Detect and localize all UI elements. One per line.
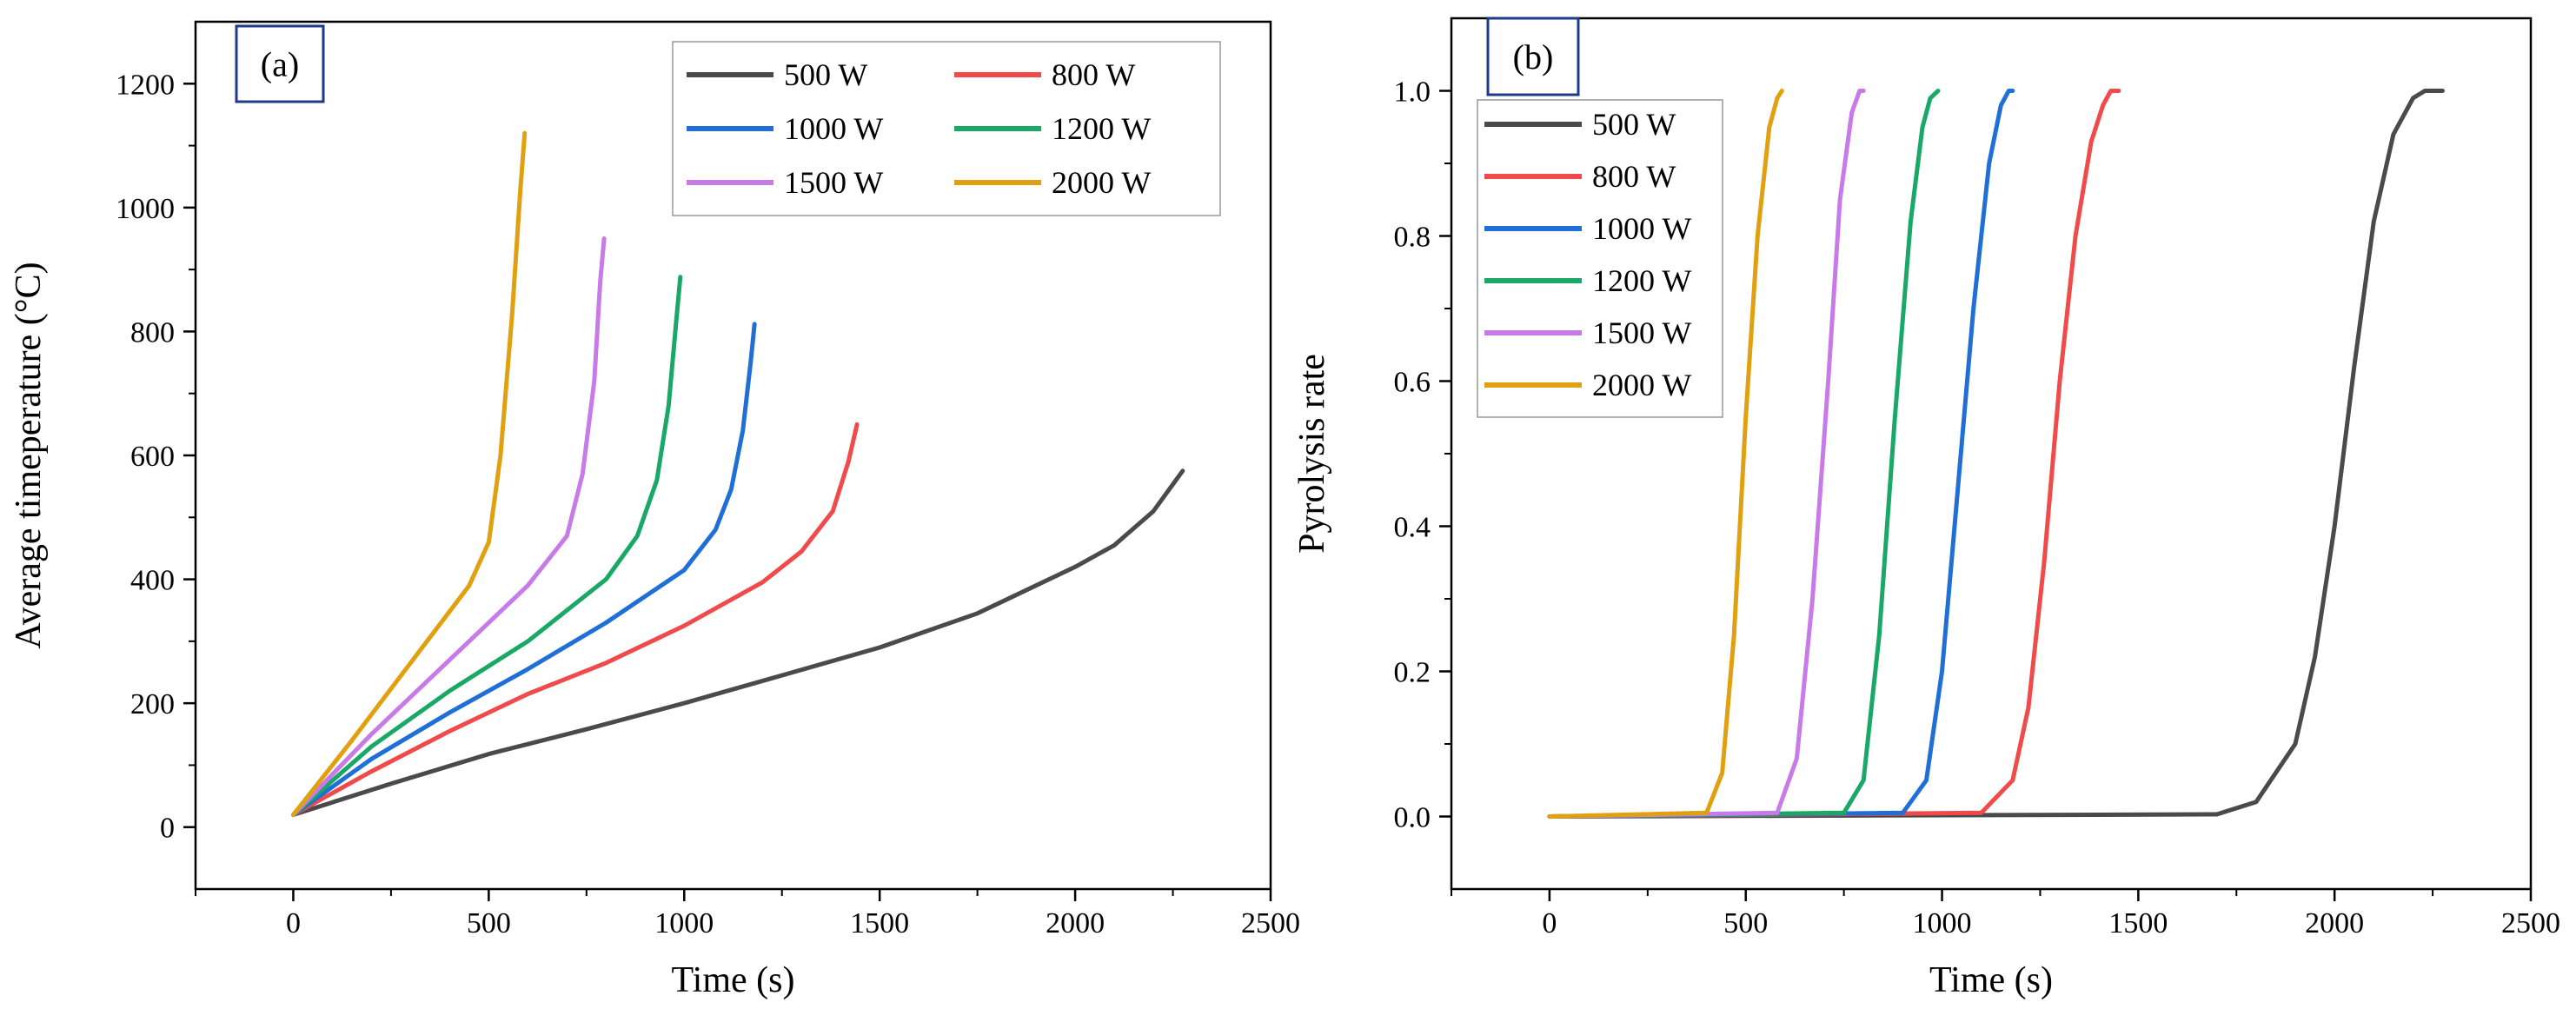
x-axis-label: Time (s) <box>672 960 795 1000</box>
x-tick-label: 2000 <box>2305 907 2364 939</box>
y-tick-label: 1200 <box>116 69 175 101</box>
x-tick-label: 500 <box>467 907 511 939</box>
series-line-2000-w <box>1547 89 1784 819</box>
legend-label-800-w: 800 W <box>1592 159 1676 194</box>
y-tick-label: 0.8 <box>1394 222 1431 254</box>
series-line-800-w <box>1547 89 2121 819</box>
legend-label-2000-w: 2000 W <box>1592 368 1691 402</box>
series-line-500-w <box>291 468 1185 817</box>
chart-panel-b: 0 500 1000 1500 2000 2500 0.0 0.2 0.4 0.6 0.8 1.0 Ti… <box>1292 17 2560 1000</box>
series-line-500-w <box>1547 89 2445 819</box>
y-tick-label: 0 <box>160 813 175 845</box>
y-tick-label: 600 <box>130 441 175 473</box>
legend-label-1000-w: 1000 W <box>1592 211 1691 246</box>
y-axis-label: Average timeperature (°C) <box>9 262 49 648</box>
y-axis-label: Pyrolysis rate <box>1292 354 1332 554</box>
legend-label-1000-w: 1000 W <box>784 111 883 146</box>
y-tick-label: 1.0 <box>1394 76 1431 109</box>
x-tick-label: 1000 <box>1913 907 1972 939</box>
x-tick-label: 1500 <box>2108 907 2168 939</box>
series-line-1500-w <box>1547 89 1866 819</box>
series-line-800-w <box>291 422 860 817</box>
x-tick-label: 500 <box>1723 907 1768 939</box>
legend-box <box>1477 99 1723 418</box>
y-tick-label: 400 <box>130 565 175 597</box>
legend-label-2000-w: 2000 W <box>1052 165 1151 200</box>
x-tick-label: 2500 <box>1241 907 1300 939</box>
x-tick-label: 1500 <box>850 907 909 939</box>
chart-panel-a: 0 500 1000 1500 2000 2500 0 200 400 600 800 1000 120… <box>9 20 1300 1000</box>
legend-label-1500-w: 1500 W <box>784 165 883 200</box>
legend-label-1200-w: 1200 W <box>1052 111 1151 146</box>
series-line-1200-w <box>291 275 683 817</box>
panel-label-box <box>235 24 325 103</box>
x-tick-label: 2000 <box>1046 907 1105 939</box>
y-tick-label: 0.4 <box>1394 512 1431 544</box>
x-tick-label: 2500 <box>2501 907 2560 939</box>
x-tick-label: 0 <box>286 907 301 939</box>
series-line-1000-w <box>291 322 757 817</box>
series-line-1000-w <box>1547 89 2015 819</box>
y-tick-label: 0.6 <box>1394 367 1431 399</box>
panel-label: (a) <box>261 45 299 84</box>
y-tick-label: 0.0 <box>1394 802 1431 834</box>
legend: 500 W 800 W 1000 W 1200 W 1500 W 2000 W <box>1477 99 1723 418</box>
x-tick-label: 0 <box>1542 907 1557 939</box>
series-group <box>1547 89 2445 819</box>
x-tick-label: 1000 <box>654 907 714 939</box>
legend-label-500-w: 500 W <box>784 57 867 92</box>
legend-label-1500-w: 1500 W <box>1592 315 1691 350</box>
y-tick-label: 0.2 <box>1394 657 1431 689</box>
legend: 500 W 800 W 1000 W 1200 W 1500 W 2000 W <box>672 41 1221 216</box>
legend-label-800-w: 800 W <box>1052 57 1135 92</box>
panel-label: (b) <box>1513 37 1554 76</box>
legend-label-1200-w: 1200 W <box>1592 263 1691 298</box>
panel-label-box <box>1486 17 1580 96</box>
y-tick-label: 800 <box>130 316 175 349</box>
x-axis-label: Time (s) <box>1929 960 2053 1000</box>
series-line-2000-w <box>291 130 528 817</box>
series-line-1500-w <box>291 236 607 817</box>
series-line-1200-w <box>1547 89 1941 819</box>
legend-label-500-w: 500 W <box>1592 107 1676 142</box>
y-tick-label: 1000 <box>116 193 175 225</box>
y-tick-label: 200 <box>130 688 175 720</box>
series-group <box>291 130 1185 817</box>
